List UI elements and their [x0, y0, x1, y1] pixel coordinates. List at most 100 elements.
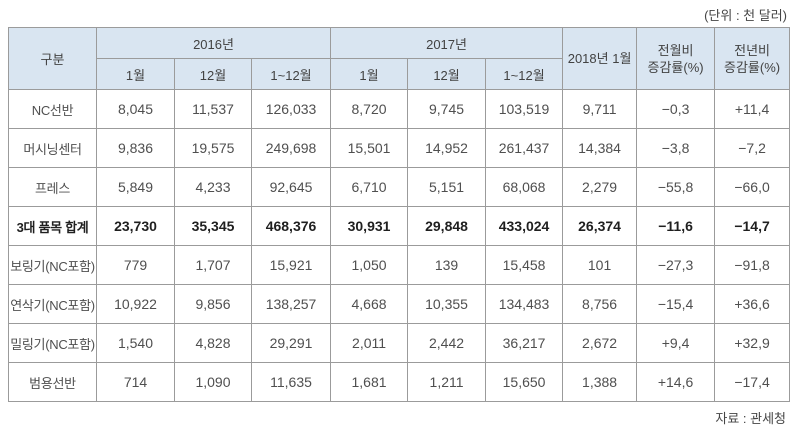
data-cell: 30,931 — [330, 206, 409, 246]
row-label: 범용선반 — [8, 362, 97, 402]
data-cell: 101 — [562, 245, 638, 285]
data-cell: 8,045 — [96, 89, 175, 129]
month-header-2016-jan: 1월 — [96, 58, 175, 90]
data-cell: 14,952 — [407, 128, 487, 168]
row-label: 연삭기(NC포함) — [8, 284, 97, 324]
header-row-months: 1월 12월 1~12월 1월 12월 1~12월 — [9, 58, 790, 90]
data-cell: 23,730 — [96, 206, 175, 246]
year-group-header-2016: 2016년 — [95, 27, 332, 59]
data-cell: 2,672 — [562, 323, 638, 363]
data-cell: 11,537 — [174, 89, 252, 129]
machine-tool-export-table: 구분 2016년 2017년 2018년 1월 전월비 증감률(%) 전년비 증… — [8, 27, 791, 402]
data-cell: 36,217 — [485, 323, 564, 363]
header-row-groups: 구분 2016년 2017년 2018년 1월 전월비 증감률(%) 전년비 증… — [8, 27, 791, 90]
data-cell: 10,922 — [96, 284, 175, 324]
data-cell: 19,575 — [174, 128, 252, 168]
column-header-mom-change: 전월비 증감률(%) — [636, 27, 716, 90]
data-cell: +11,4 — [714, 89, 791, 129]
year-group-header-2017: 2017년 — [330, 27, 564, 59]
data-cell: 1,050 — [330, 245, 409, 285]
row-label: NC선반 — [8, 89, 97, 129]
data-cell: 103,519 — [485, 89, 564, 129]
data-cell: −27,3 — [636, 245, 716, 285]
data-cell: −55,8 — [636, 167, 716, 207]
data-cell: 8,756 — [562, 284, 638, 324]
data-cell: −14,7 — [714, 206, 791, 246]
data-cell: 5,151 — [407, 167, 487, 207]
data-cell: 92,645 — [250, 167, 332, 207]
data-cell: 15,650 — [485, 362, 564, 402]
data-cell: 1,090 — [174, 362, 252, 402]
row-label: 보링기(NC포함) — [8, 245, 97, 285]
data-cell: 4,668 — [330, 284, 409, 324]
table-row-machining-center: 머시닝센터 9,836 19,575 249,698 15,501 14,952… — [8, 128, 791, 168]
data-cell: 138,257 — [250, 284, 332, 324]
data-cell: 29,291 — [250, 323, 332, 363]
data-cell: +9,4 — [636, 323, 716, 363]
data-cell: 714 — [96, 362, 175, 402]
table-row-top3-total: 3대 품목 합계 23,730 35,345 468,376 30,931 29… — [8, 206, 791, 246]
data-cell: 1,681 — [330, 362, 409, 402]
row-label: 프레스 — [8, 167, 97, 207]
data-cell: 2,442 — [407, 323, 487, 363]
data-cell: 9,836 — [96, 128, 175, 168]
data-cell: 10,355 — [407, 284, 487, 324]
table-row-nc-lathe: NC선반 8,045 11,537 126,033 8,720 9,745 10… — [8, 89, 791, 129]
data-cell: 6,710 — [330, 167, 409, 207]
column-header-2018-jan-label: 2018년 1월 — [567, 51, 632, 66]
data-cell: −15,4 — [636, 284, 716, 324]
data-cell: 8,720 — [330, 89, 409, 129]
yoy-header-line1: 전년비 — [734, 42, 770, 58]
data-cell: 4,233 — [174, 167, 252, 207]
table-row-general-lathe: 범용선반 714 1,090 11,635 1,681 1,211 15,650… — [8, 362, 791, 402]
unit-label: (단위 : 천 달러) — [704, 8, 787, 23]
data-cell: −11,6 — [636, 206, 716, 246]
corner-header-cell: 구분 — [8, 27, 97, 90]
data-cell: 9,856 — [174, 284, 252, 324]
data-cell: 29,848 — [407, 206, 487, 246]
data-cell: 26,374 — [562, 206, 638, 246]
data-cell: 1,388 — [562, 362, 638, 402]
row-label: 3대 품목 합계 — [8, 206, 97, 246]
column-header-yoy-change: 전년비 증감률(%) — [714, 27, 791, 90]
data-cell: 68,068 — [485, 167, 564, 207]
data-cell: 4,828 — [174, 323, 252, 363]
data-cell: −0,3 — [636, 89, 716, 129]
data-cell: 9,745 — [407, 89, 487, 129]
data-cell: −3,8 — [636, 128, 716, 168]
data-cell: 126,033 — [250, 89, 332, 129]
column-header-2018-jan: 2018년 1월 — [562, 27, 638, 90]
data-cell: +36,6 — [714, 284, 791, 324]
data-cell: 1,707 — [174, 245, 252, 285]
mom-header-line1: 전월비 — [657, 42, 694, 58]
data-cell: 11,635 — [250, 362, 332, 402]
month-header-2016-dec: 12월 — [174, 58, 252, 90]
data-cell: 35,345 — [174, 206, 252, 246]
data-cell: 1,211 — [407, 362, 487, 402]
month-header-2017-dec: 12월 — [407, 58, 487, 90]
source-label: 자료 : 관세청 — [715, 411, 786, 426]
data-cell: 261,437 — [485, 128, 564, 168]
data-cell: 1,540 — [96, 323, 175, 363]
data-cell: 15,501 — [330, 128, 409, 168]
data-cell: 15,921 — [250, 245, 332, 285]
table-row-press: 프레스 5,849 4,233 92,645 6,710 5,151 68,06… — [8, 167, 791, 207]
data-cell: −91,8 — [714, 245, 791, 285]
row-label: 밀링기(NC포함) — [8, 323, 97, 363]
data-cell: +32,9 — [714, 323, 791, 363]
data-cell: 139 — [407, 245, 487, 285]
data-cell: 433,024 — [485, 206, 564, 246]
month-header-2017-ytd: 1~12월 — [485, 58, 564, 90]
data-cell: 9,711 — [562, 89, 638, 129]
data-cell: 15,458 — [485, 245, 564, 285]
data-cell: −17,4 — [714, 362, 791, 402]
data-cell: +14,6 — [636, 362, 716, 402]
data-cell: −7,2 — [714, 128, 791, 168]
mom-header-line2: 증감률(%) — [647, 59, 704, 75]
data-cell: 2,279 — [562, 167, 638, 207]
data-cell: 134,483 — [485, 284, 564, 324]
data-cell: 2,011 — [330, 323, 409, 363]
data-cell: −66,0 — [714, 167, 791, 207]
data-cell: 5,849 — [96, 167, 175, 207]
